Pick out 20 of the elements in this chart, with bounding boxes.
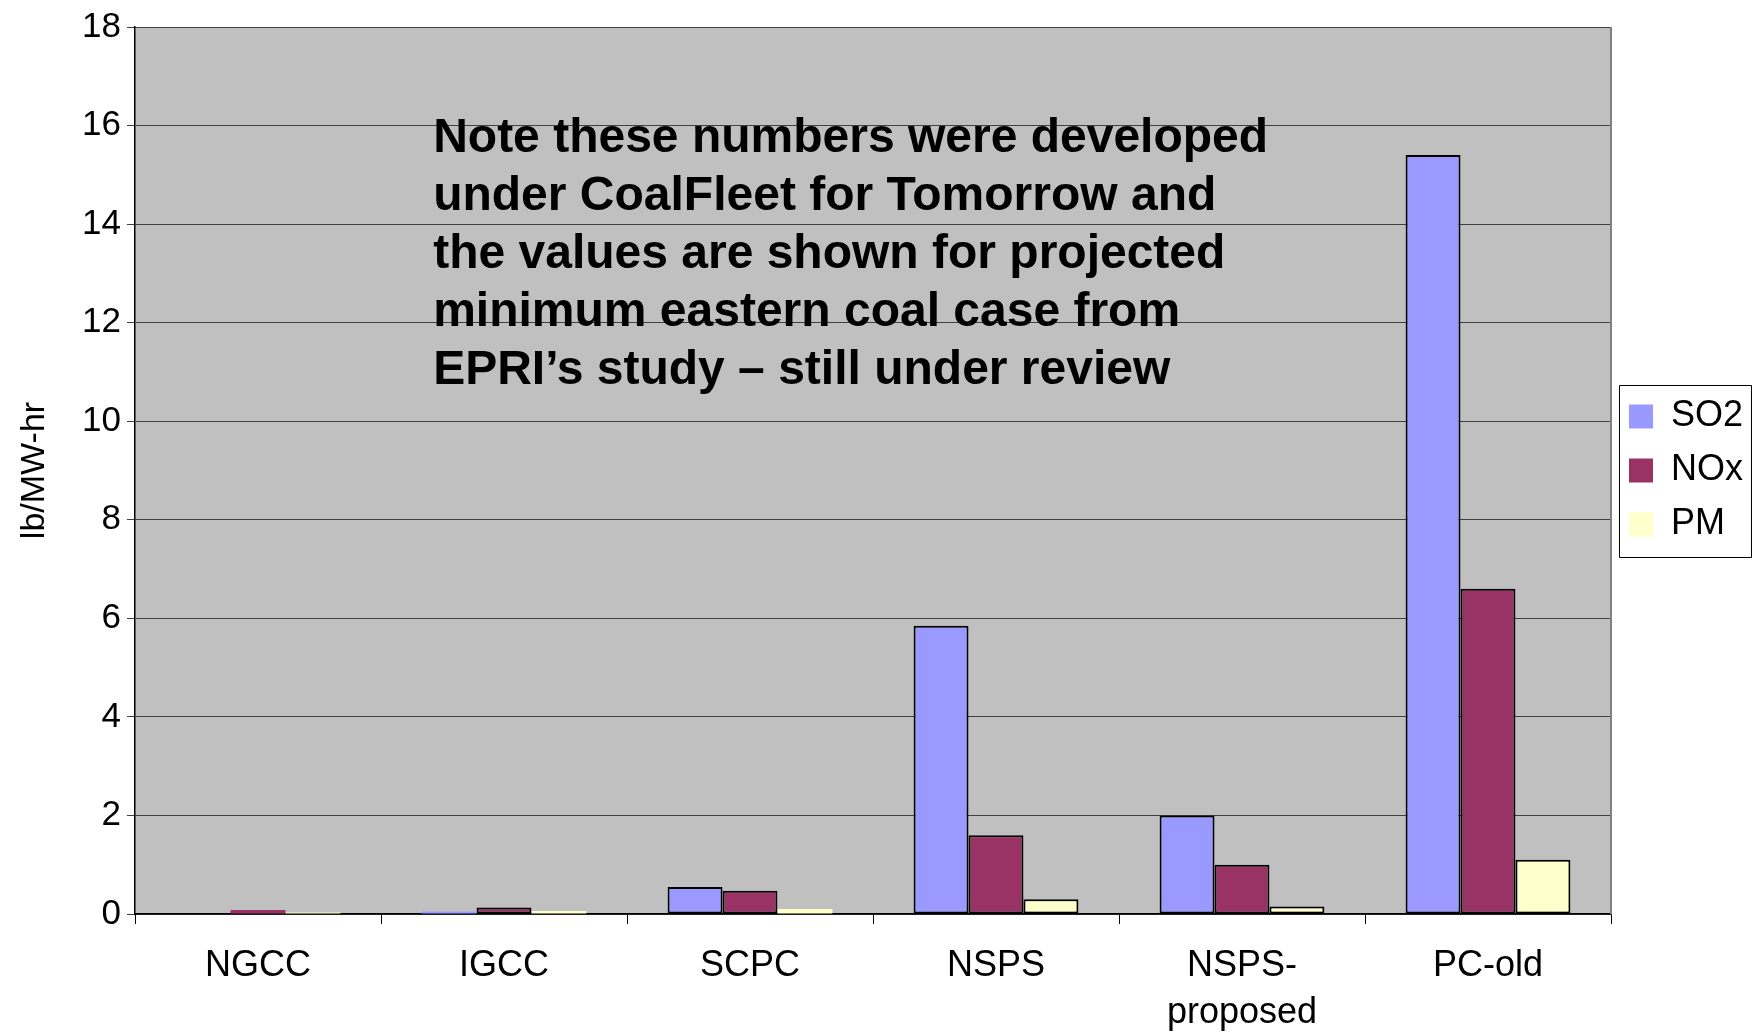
y-tick-label: 14 (82, 201, 121, 241)
legend-label: SO2 (1671, 393, 1744, 435)
y-tick-label: 6 (101, 595, 121, 635)
y-tick-label: 8 (101, 497, 121, 537)
x-tick-label: IGCC (459, 943, 549, 985)
y-tick-label: 0 (101, 891, 121, 931)
y-axis-title: lb/MW-hr (12, 401, 51, 540)
y-tick-label: 16 (82, 103, 121, 143)
y-tick-label: 10 (82, 398, 121, 438)
y-tick-label: 18 (82, 4, 121, 44)
legend-label: NOx (1671, 447, 1743, 489)
x-tick-label: PC-old (1432, 943, 1544, 985)
x-tick-label: NGCC (205, 943, 311, 985)
y-tick-label: 2 (101, 793, 121, 833)
x-tick-label: NSPS-proposed (1166, 943, 1318, 1032)
x-tick-label: NSPS (946, 943, 1046, 985)
y-tick-label: 4 (101, 694, 121, 734)
legend-label: PM (1671, 501, 1725, 543)
x-tick-label: SCPC (699, 943, 801, 985)
y-tick-label: 12 (82, 300, 121, 340)
